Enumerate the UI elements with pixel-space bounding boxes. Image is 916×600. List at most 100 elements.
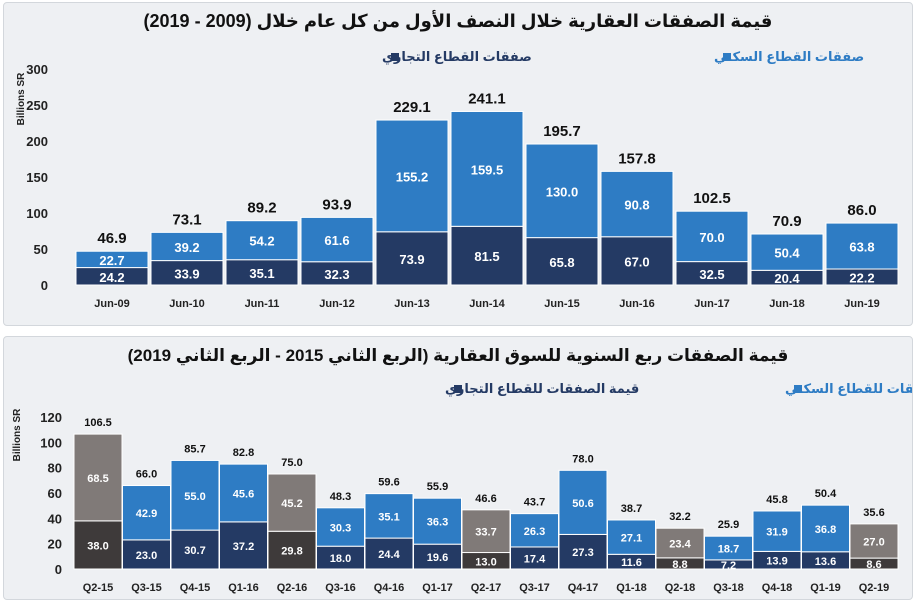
bar-segment-residential <box>801 504 850 553</box>
x-tick-label: Jun-11 <box>245 298 280 310</box>
bar-segment-residential <box>219 463 268 523</box>
value-label-commercial: 67.0 <box>624 254 649 269</box>
total-label: 45.8 <box>766 494 787 506</box>
y-tick-label: 100 <box>40 435 62 450</box>
total-label: 48.3 <box>330 491 351 503</box>
value-label-residential: 27.1 <box>621 533 642 545</box>
total-label: 46.6 <box>475 493 496 505</box>
value-label-residential: 54.2 <box>249 234 274 249</box>
total-label: 93.9 <box>322 196 351 213</box>
value-label-residential: 27.0 <box>863 537 884 549</box>
legend-label-residential: صفقات القطاع السكني <box>714 49 864 64</box>
bar-segment-residential <box>364 493 414 539</box>
x-tick-label: Q3-15 <box>131 582 162 594</box>
total-label: 55.9 <box>427 481 448 493</box>
total-label: 85.7 <box>184 443 205 455</box>
value-label-commercial: 17.4 <box>524 553 546 565</box>
total-label: 106.5 <box>84 417 112 429</box>
value-label-commercial: 13.6 <box>815 556 836 568</box>
y-tick-label: 200 <box>26 134 48 149</box>
y-tick-label: 0 <box>41 278 48 293</box>
bar-segment-commercial <box>525 237 599 286</box>
value-label-commercial: 38.0 <box>87 540 108 552</box>
total-label: 38.7 <box>621 503 642 515</box>
bar-segment-residential <box>461 509 511 554</box>
value-label-residential: 36.8 <box>815 524 836 536</box>
bar-segment-commercial <box>225 259 299 286</box>
value-label-residential: 155.2 <box>396 169 429 184</box>
bar-segment-residential <box>525 143 599 239</box>
x-tick-label: Q4-18 <box>762 582 793 594</box>
bar-segment-residential <box>607 519 656 555</box>
total-label: 89.2 <box>247 200 276 217</box>
total-label: 78.0 <box>572 453 593 465</box>
bar-segment-commercial <box>413 543 462 570</box>
x-tick-label: Q2-19 <box>859 582 890 594</box>
x-tick-label: Q1-18 <box>616 582 647 594</box>
value-label-commercial: 18.0 <box>330 553 351 565</box>
chart-title: قيمة الصفقات ربع السنوية للسوق العقارية … <box>128 346 789 366</box>
value-label-commercial: 20.4 <box>774 271 800 286</box>
bar-segment-residential <box>750 233 824 271</box>
x-tick-label: Jun-18 <box>769 298 804 310</box>
legend-label-commercial: قيمة الصفقات للقطاع التجاري <box>445 381 639 396</box>
y-tick-label: 300 <box>26 62 48 77</box>
total-label: 66.0 <box>136 469 157 481</box>
value-label-commercial: 27.3 <box>572 547 593 559</box>
bar-segment-residential <box>150 231 224 262</box>
x-tick-label: Q1-17 <box>422 582 453 594</box>
value-label-commercial: 65.8 <box>549 255 574 270</box>
y-tick-label: 60 <box>48 486 62 501</box>
value-label-commercial: 24.2 <box>99 270 124 285</box>
x-tick-label: Jun-19 <box>844 298 879 310</box>
value-label-residential: 22.7 <box>99 253 124 268</box>
bar-segment-commercial <box>170 529 220 570</box>
y-tick-label: 150 <box>26 170 48 185</box>
y-tick-label: 120 <box>40 410 62 425</box>
bar-segment-residential <box>413 497 462 545</box>
total-label: 82.8 <box>233 447 254 459</box>
total-label: 241.1 <box>468 90 506 107</box>
total-label: 195.7 <box>543 123 581 140</box>
legend: قيمة الصفقات للقطاع السكني قيمة الصفقات … <box>445 381 912 396</box>
value-label-commercial: 37.2 <box>233 541 254 553</box>
bar-segment-commercial <box>267 530 317 570</box>
x-tick-label: Jun-16 <box>619 298 654 310</box>
value-label-commercial: 33.9 <box>174 266 199 281</box>
value-label-residential: 90.8 <box>624 198 649 213</box>
bar-segment-residential <box>300 216 374 263</box>
x-tick-label: Jun-10 <box>169 298 204 310</box>
x-tick-label: Q4-15 <box>180 582 211 594</box>
value-label-commercial: 23.0 <box>136 550 157 562</box>
value-label-commercial: 11.6 <box>621 557 642 569</box>
x-tick-label: Q2-15 <box>83 582 114 594</box>
x-axis-labels: Jun-09 Jun-10 Jun-11 Jun-12 Jun-13 Jun-14 Jun-… <box>94 298 879 310</box>
value-label-residential: 159.5 <box>471 162 504 177</box>
total-label: 75.0 <box>281 457 302 469</box>
value-label-residential: 130.0 <box>546 184 579 199</box>
y-tick-label: 0 <box>55 562 62 577</box>
value-label-residential: 63.8 <box>849 240 874 255</box>
bar-segment-residential <box>825 222 899 270</box>
value-label-commercial: 19.6 <box>427 552 448 564</box>
x-axis-labels: Q2-15 Q3-15 Q4-15 Q1-16 Q2-16 Q3-16 Q4-16 Q1-17… <box>83 582 890 594</box>
bar-segment-residential <box>316 507 365 547</box>
value-label-commercial: 29.8 <box>281 546 302 558</box>
total-label: 157.8 <box>618 150 656 167</box>
legend-swatch-residential <box>723 53 731 61</box>
x-tick-label: Q1-16 <box>228 582 259 594</box>
total-label: 25.9 <box>718 519 739 531</box>
value-label-residential: 61.6 <box>324 233 349 248</box>
total-label: 70.9 <box>772 213 801 230</box>
value-label-commercial: 30.7 <box>184 545 205 557</box>
total-label: 229.1 <box>393 99 431 116</box>
value-label-residential: 50.4 <box>774 246 800 261</box>
value-label-commercial: 8.6 <box>866 559 881 571</box>
half-year-chart-panel: قيمة الصفقات العقارية خلال النصف الأول م… <box>3 2 913 326</box>
bar-segment-commercial <box>73 520 123 570</box>
value-label-residential: 30.3 <box>330 523 351 535</box>
chart-title: قيمة الصفقات العقارية خلال النصف الأول م… <box>144 10 773 32</box>
value-label-commercial: 22.2 <box>849 271 874 286</box>
value-label-residential: 42.9 <box>136 508 157 520</box>
value-label-residential: 35.1 <box>378 511 399 523</box>
